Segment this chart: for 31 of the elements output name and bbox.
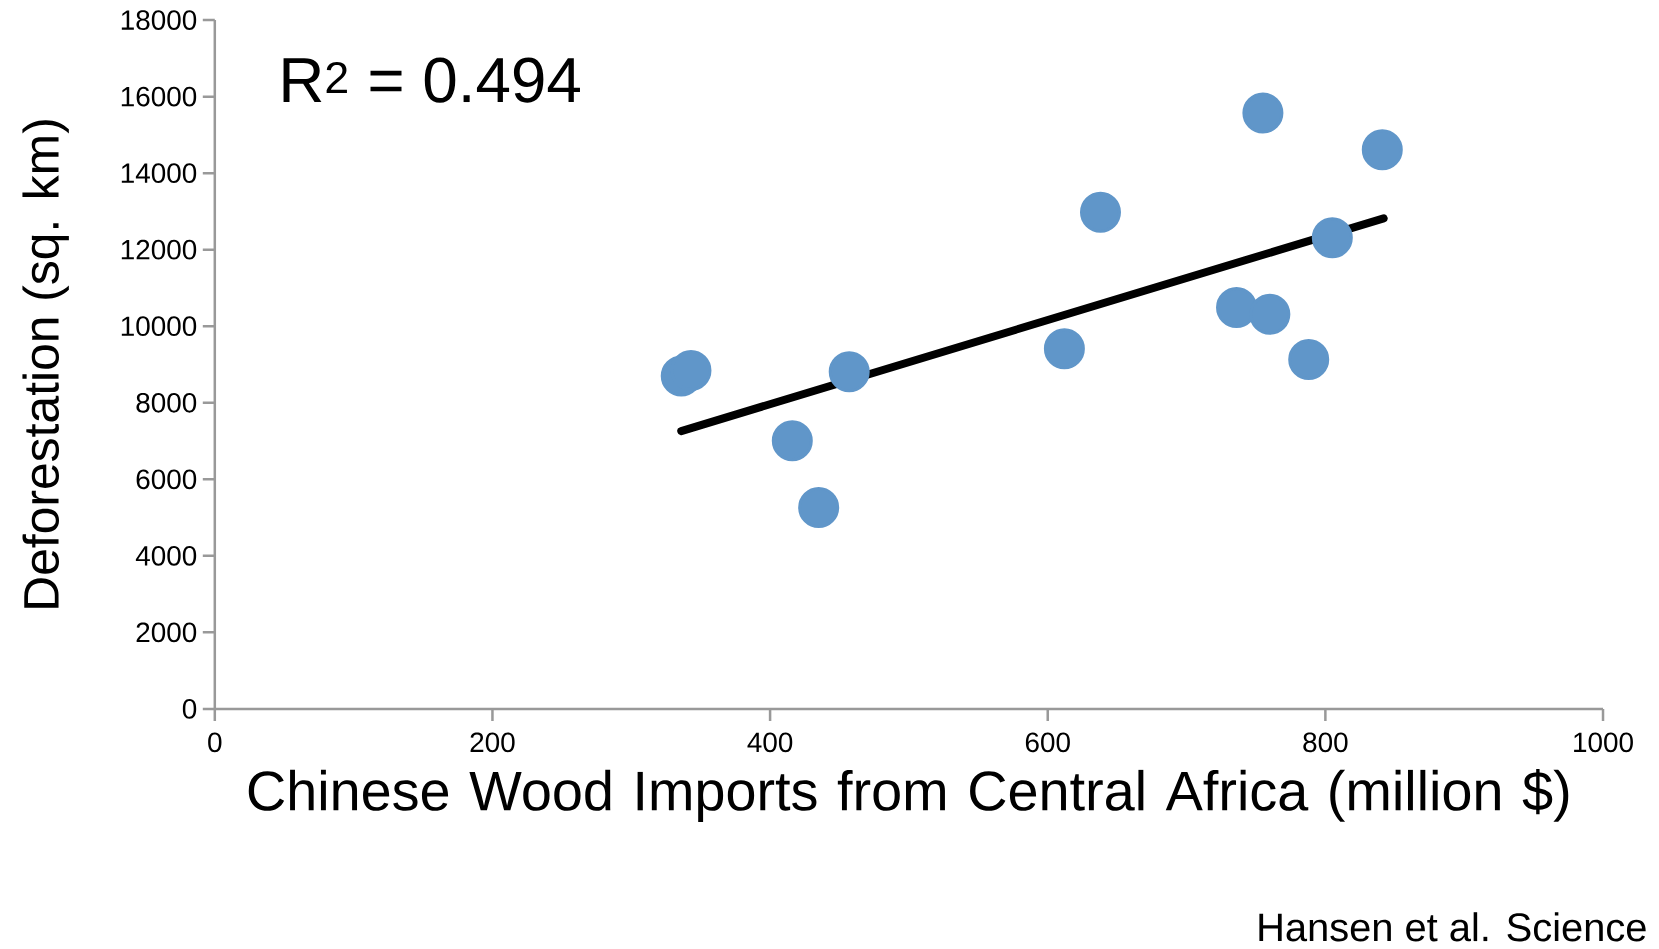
point [771, 420, 813, 462]
point [1249, 293, 1291, 335]
y-tick-label: 4000 [135, 545, 197, 566]
point [1288, 339, 1330, 381]
y-tick-label: 16000 [121, 86, 197, 107]
x-tick-label: 1000 [1574, 732, 1633, 753]
x-tick-label: 400 [747, 732, 793, 753]
point [1216, 286, 1258, 328]
point [798, 487, 840, 529]
y-tick-label: 6000 [136, 469, 197, 490]
point [1242, 92, 1284, 134]
annotation: R$^{2}$ = 0.494 [283, 57, 580, 103]
point [1361, 129, 1403, 171]
x-tick-label: 200 [470, 732, 515, 753]
x-axis-title: Chinese Wood Imports from Central Africa (million $) [248, 769, 1569, 822]
x-tick-label: 800 [1303, 732, 1348, 753]
y-tick-label: 8000 [136, 392, 197, 413]
y-tick-label: 12000 [121, 239, 197, 260]
point [1079, 191, 1121, 233]
x-tick-label: 0 [208, 732, 222, 753]
x-tick-label: 600 [1025, 732, 1070, 753]
y-tick-label: 14000 [121, 163, 197, 184]
y-tick-label: 0 [182, 699, 197, 719]
y-tick-label: 2000 [136, 622, 197, 643]
y-tick-label: 18000 [121, 10, 197, 30]
point [1043, 328, 1085, 370]
text: Hansen et al. Science [1259, 912, 1646, 942]
y-axis-title: Deforestation (sq. km) [22, 120, 69, 608]
y-tick-label: 10000 [121, 316, 197, 337]
point [828, 351, 870, 393]
point [1311, 217, 1353, 259]
